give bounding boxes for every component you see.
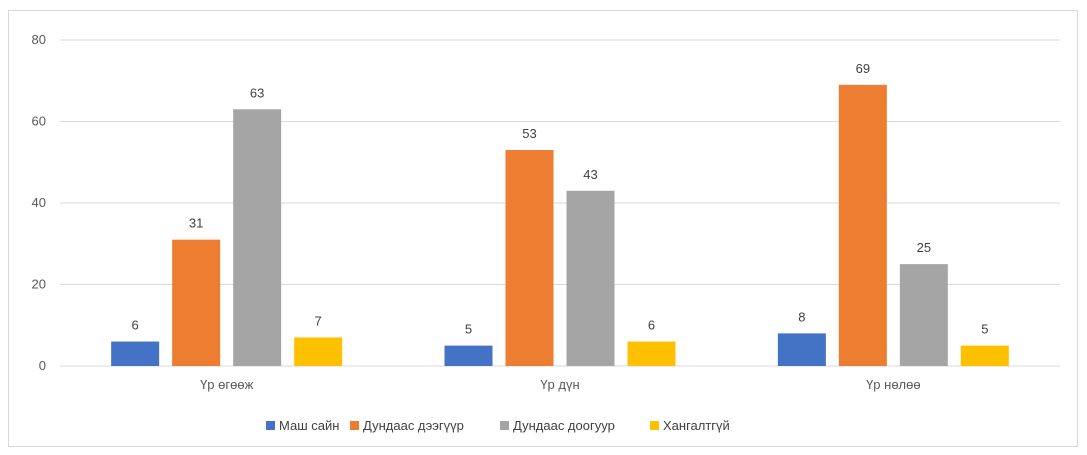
bar-1-4 <box>294 337 343 366</box>
gridlines <box>60 39 1060 367</box>
bar-3-4 <box>960 345 1009 366</box>
legend-label: Дундаас доогуур <box>513 418 615 433</box>
data-label: 25 <box>917 240 931 255</box>
data-label: 8 <box>798 309 805 324</box>
bar-3-3 <box>899 264 948 366</box>
legend-label: Дундаас дээгүүр <box>363 418 464 433</box>
legend-swatch <box>650 421 659 430</box>
legend-label: Хангалтгүй <box>663 418 730 433</box>
legend-swatch <box>350 421 359 430</box>
data-label: 63 <box>250 85 264 100</box>
bar-2-1 <box>444 345 493 366</box>
bar-1-1 <box>111 341 160 366</box>
y-tick-label: 0 <box>39 358 46 373</box>
bars <box>111 84 1009 367</box>
data-label: 69 <box>856 61 870 76</box>
data-label: 6 <box>132 318 139 333</box>
y-axis: 0 20 40 60 80 <box>32 32 46 373</box>
data-label: 6 <box>648 318 655 333</box>
x-category-label: Үр нөлөө <box>866 377 921 392</box>
y-tick-label: 80 <box>32 32 46 47</box>
data-label: 31 <box>189 216 203 231</box>
y-tick-label: 20 <box>32 277 46 292</box>
data-label: 7 <box>315 313 322 328</box>
bar-3-1 <box>777 333 826 366</box>
y-tick-label: 40 <box>32 195 46 210</box>
y-tick-label: 60 <box>32 114 46 129</box>
data-label: 53 <box>522 126 536 141</box>
bar-3-2 <box>838 84 887 366</box>
bar-2-3 <box>566 190 615 366</box>
legend-swatch <box>500 421 509 430</box>
data-label: 5 <box>981 322 988 337</box>
data-labels: 6 31 63 7 5 53 43 6 8 69 25 5 <box>132 61 989 337</box>
legend-swatch <box>266 421 275 430</box>
x-axis: Үр өгөөж Үр дүн Үр нөлөө <box>200 377 921 392</box>
legend-label: Маш сайн <box>279 418 339 433</box>
bar-2-2 <box>505 150 554 366</box>
data-label: 5 <box>465 322 472 337</box>
data-label: 43 <box>583 167 597 182</box>
bar-1-3 <box>233 109 282 367</box>
bar-2-4 <box>627 341 676 366</box>
x-category-label: Үр өгөөж <box>200 377 254 392</box>
legend: Маш сайн Дундаас дээгүүр Дундаас доогуур Ха… <box>266 418 730 433</box>
x-category-label: Үр дүн <box>540 377 579 392</box>
bar-1-2 <box>172 239 221 366</box>
